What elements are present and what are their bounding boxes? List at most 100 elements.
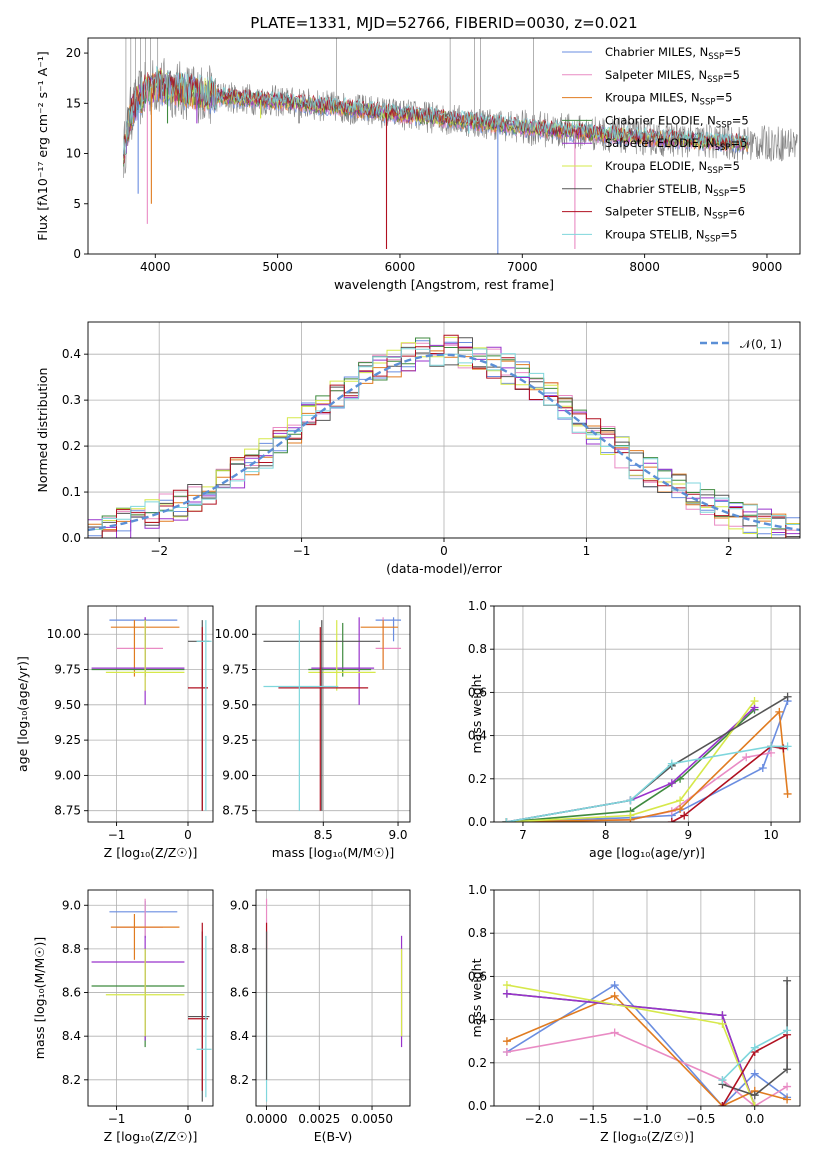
age_vs_mass-xlabel: mass [log₁₀(M/M☉)] [272,845,394,860]
massweight_vs_Z-xtick-label: −1.5 [579,1112,608,1126]
legend-label-tail: =5 [732,113,749,127]
massweight_vs_age-marker-kroupa_stelib [502,818,511,822]
mass_vs_Z-ytick-label: 9.0 [62,898,81,912]
massweight_vs_age-marker-salpeter_elodie [667,779,676,788]
age_vs_Z-ytick-label: 9.00 [54,768,81,782]
massweight_vs_Z-marker-salpeter_elodie [502,989,511,998]
histogram-steps-salpeter_stelib [88,334,800,538]
mass_vs_Z-plot-area [88,890,213,1106]
massweight_vs_Z-series-chabrier_elodie [506,992,756,1106]
massweight_vs_age-marker-kroupa_stelib [626,796,635,805]
massweight_vs_Z-marker-kroupa_elodie [750,1102,759,1106]
massweight_vs_Z-series-chabrier_stelib [722,980,788,1097]
residuals-xtick-label: −2 [150,544,168,558]
massweight_vs_age-marker-kroupa_miles [783,789,792,798]
legend-label-sub: SSP [707,166,723,176]
massweight_vs_age-marker-kroupa_stelib [767,742,776,751]
spectrum-xtick-label: 9000 [752,260,783,274]
age_vs_Z-frame [87,605,214,823]
legend-label-tail: =5 [720,227,737,241]
mass_vs_ebv-ytick-label: 8.2 [230,1073,249,1087]
spectrum-model-line-salpeter_stelib [123,67,749,165]
spectrum-ylabel: Flux [fλ10⁻¹⁷ erg cm⁻² s⁻¹ A⁻¹] [35,51,50,240]
age_vs_Z-ytick-label: 8.75 [54,804,81,818]
mass_vs_ebv-ytick-label: 8.6 [230,986,249,1000]
spectrum-ytick-label: 15 [66,96,81,110]
massweight_vs_Z-xlabel: Z [log₁₀(Z/Z☉)] [600,1129,694,1144]
massweight_vs_Z-plot-area [494,890,800,1106]
massweight_vs_age-marker-salpeter_miles [742,753,751,762]
massweight_vs_Z-marker-salpeter_miles [502,1048,511,1056]
mass_vs_Z-ytick-label: 8.4 [62,1029,81,1043]
massweight_vs_age-xlabel: age [log₁₀(age/yr)] [589,845,705,860]
mass_vs_Z-xlabel: Z [log₁₀(Z/Z☉)] [104,1129,198,1144]
massweight_vs_age-ytick-label: 0.6 [468,685,487,699]
massweight_vs_Z-series-chabrier_miles [506,983,788,1106]
age_vs_mass-frame [255,605,411,823]
massweight_vs_Z-frame [493,889,801,1107]
massweight_vs_age-marker-kroupa_elodie [750,697,759,706]
spectrum-xlabel: wavelength [Angstrom, rest frame] [334,277,554,292]
massweight_vs_Z-xtick-label: 0.0 [745,1112,764,1126]
legend-label-base: Kroupa MILES, N [605,91,700,105]
massweight_vs_Z-marker-chabrier_stelib [750,1091,759,1100]
massweight_vs_Z-marker-kroupa_stelib [718,1076,727,1085]
residuals-xtick-label: 0 [440,544,448,558]
legend-label-salpeter_stelib: Salpeter STELIB, NSSP=6 [605,205,745,222]
massweight_vs_age-ytick-label: 0.2 [468,772,487,786]
massweight_vs_age-ytick-label: 1.0 [468,599,487,613]
massweight_vs_Z-marker-kroupa_stelib [783,1026,792,1035]
massweight_vs_Z-marker-kroupa_miles [783,1095,792,1104]
spectrum-ytick-label: 5 [73,197,81,211]
legend-label-sub: SSP [707,75,723,85]
age_vs_Z-ytick-label: 9.50 [54,698,81,712]
massweight_vs_age-marker-chabrier_stelib [783,692,792,701]
massweight_vs_age-panel: 7 8 9 10 0.0 0.2 0.4 0.6 0.8 1.0 age [log₁₀(age/yr… [468,599,801,860]
massweight_vs_Z-ytick-label: 0.4 [468,1013,487,1027]
spectrum-plot-area [123,38,798,254]
massweight_vs_age-ylabel: mass weight [469,674,484,753]
massweight_vs_Z-marker-chabrier_stelib [783,976,792,985]
legend-label-chabrier_stelib: Chabrier STELIB, NSSP=5 [605,182,746,199]
massweight_vs_Z-marker-chabrier_miles [610,981,619,990]
residuals-ytick-label: 0.0 [62,531,81,545]
legend-label-tail: =6 [728,205,745,219]
massweight_vs_Z-marker-kroupa_miles [610,991,619,1000]
legend-label-sub: SSP [705,234,721,244]
massweight_vs_age-xtick-label: 7 [519,828,527,842]
normal-legend-label: 𝒩(0, 1) [740,337,782,351]
massweight_vs_Z-series-kroupa_miles [506,994,788,1106]
massweight_vs_Z-marker-salpeter_elodie [718,1011,727,1020]
massweight_vs_Z-marker-kroupa_elodie [718,1019,727,1028]
massweight_vs_age-series-chabrier_elodie [506,709,756,822]
spectrum-xtick-label: 5000 [262,260,293,274]
legend-label-base: Salpeter ELODIE, N [605,136,715,150]
age_vs_Z-plot-area [88,606,213,822]
massweight_vs_Z-marker-kroupa_miles [502,1037,511,1046]
age_vs_Z-ylabel: age [log₁₀(age/yr)] [15,656,30,772]
mass_vs_Z-xtick-label: 0 [184,1112,192,1126]
age_vs_mass-ytick-label: 9.50 [222,698,249,712]
massweight_vs_age-ytick-label: 0.8 [468,642,487,656]
normal-curve [88,353,800,532]
massweight_vs_age-marker-salpeter_stelib [667,818,676,822]
massweight_vs_age-xtick-label: 10 [763,828,778,842]
legend-label-kroupa_miles: Kroupa MILES, NSSP=5 [605,91,732,108]
residuals-frame [87,321,801,539]
legend-label-base: Kroupa STELIB, N [605,227,705,241]
legend-label-base: Chabrier STELIB, N [605,182,713,196]
massweight_vs_Z-panel: −2.0 −1.5 −1.0 −0.5 0.0 0.0 0.2 0.4 0.6 0.8 1.0 Z [… [468,883,801,1144]
legend-label-tail: =5 [723,159,740,173]
massweight_vs_age-marker-kroupa_miles [676,805,685,814]
massweight_vs_age-marker-kroupa_elodie [626,811,635,820]
legend-label-chabrier_miles: Chabrier MILES, NSSP=5 [605,45,741,62]
massweight_vs_Z-marker-chabrier_stelib [783,1065,792,1074]
age_vs_mass-ytick-label: 9.00 [222,768,249,782]
massweight_vs_age-frame [493,605,801,823]
age_vs_Z-panel: −1 0 8.75 9.00 9.25 9.50 9.75 10.00 Z [log₁₀(Z/Z… [15,605,214,860]
legend-label-base: Chabrier MILES, N [605,45,708,59]
legend-label-salpeter_elodie: Salpeter ELODIE, NSSP=5 [605,136,748,153]
massweight_vs_Z-marker-salpeter_miles [610,1028,619,1037]
massweight_vs_Z-xtick-label: −0.5 [686,1112,715,1126]
